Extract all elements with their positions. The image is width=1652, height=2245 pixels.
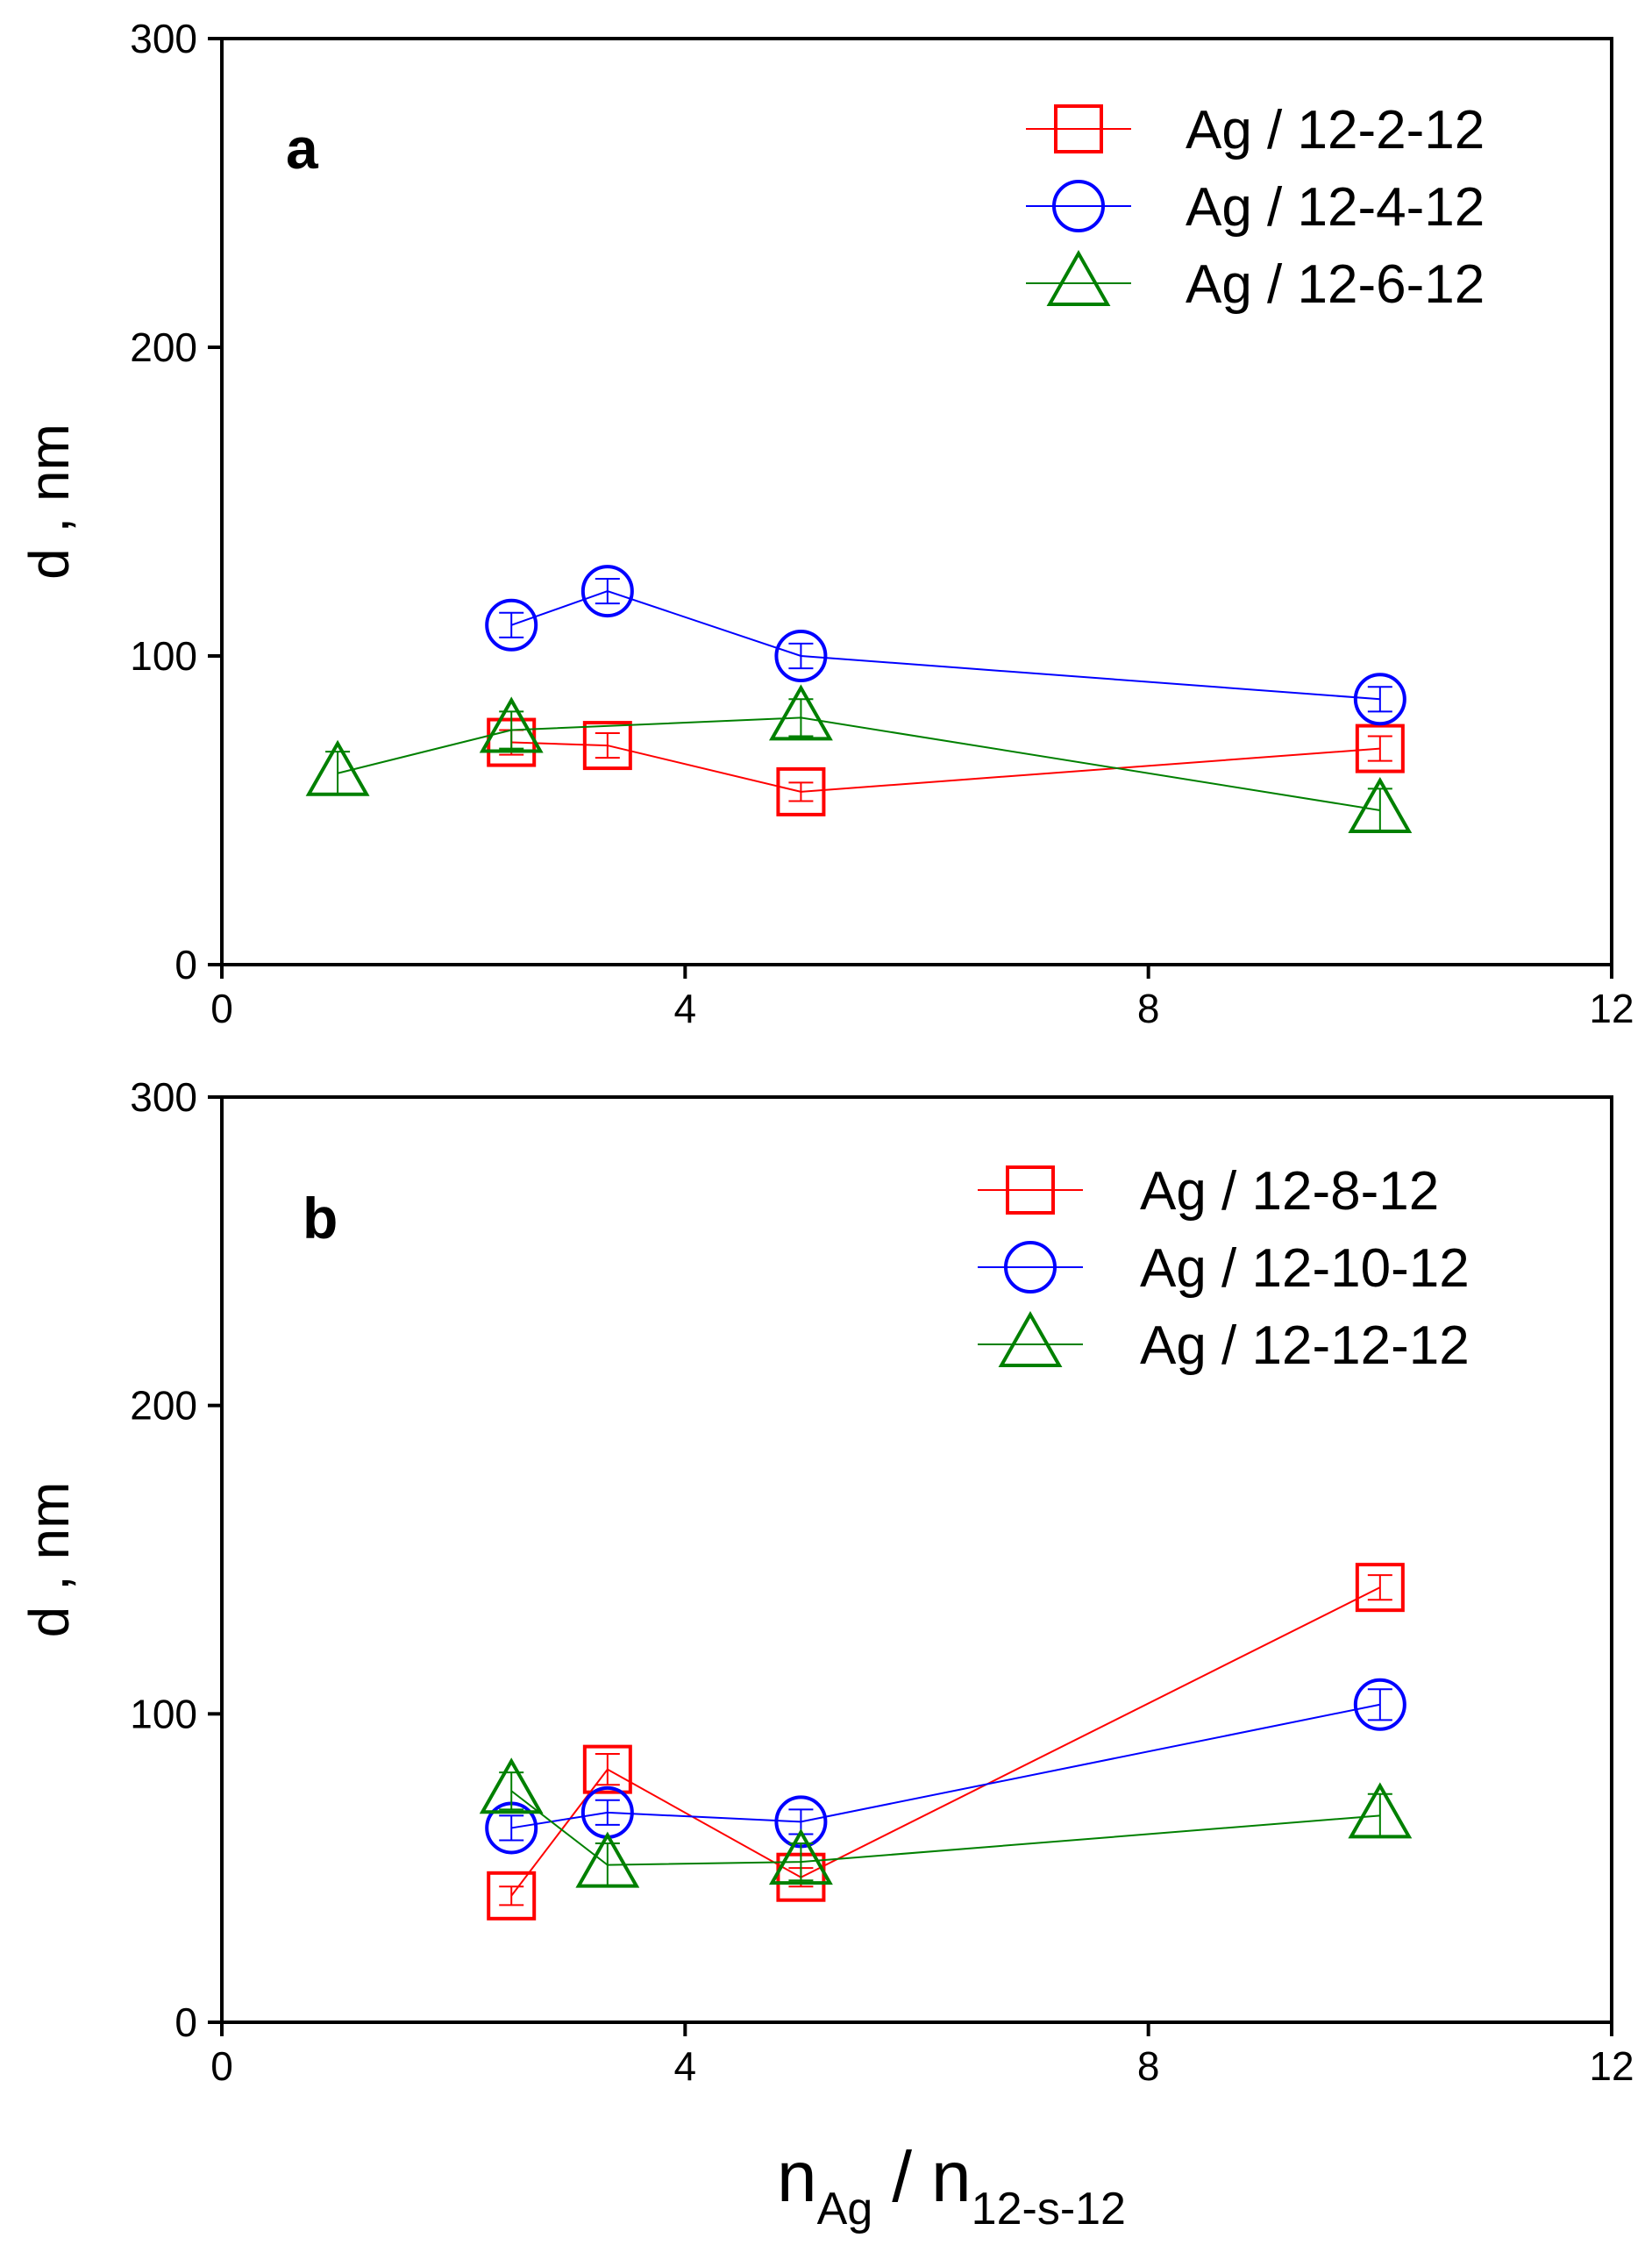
panel-b-legend-entry-1: Ag / 12-10-12 [978, 1238, 1470, 1299]
x-axis-title-n2: n [931, 2137, 972, 2217]
panel-b-legend-label: Ag / 12-12-12 [1140, 1315, 1470, 1376]
panel-a-data-point [768, 684, 833, 741]
panel-b-data-point [479, 1757, 544, 1814]
panel-b-legend-entry-2: Ag / 12-12-12 [978, 1310, 1470, 1376]
panel-a-legend-entry-1: Ag / 12-4-12 [1026, 177, 1485, 238]
panel-a-legend-marker [1046, 249, 1111, 306]
panel-b-xtick-label: 0 [210, 2043, 233, 2089]
panel-a-series-2 [305, 684, 1413, 833]
panel-b-y-axis-title: d , nm [18, 1482, 81, 1638]
panel-b-series-0 [487, 1563, 1405, 1921]
panel-a-data-point [1355, 723, 1405, 773]
panel-a-ytick-label: 100 [130, 633, 197, 679]
panel-b-data-point [768, 1828, 833, 1885]
panel-b-series-2 [479, 1757, 1413, 1888]
panel-a-panel-label: a [286, 116, 319, 181]
panel-b-legend-marker [1006, 1165, 1055, 1215]
panel-a-legend-entry-2: Ag / 12-6-12 [1026, 249, 1485, 315]
panel-a-xtick-label: 8 [1137, 986, 1160, 1031]
panel-b-data-point [575, 1831, 640, 1888]
panel-a-legend-label: Ag / 12-2-12 [1186, 100, 1485, 160]
panel-b-ytick-label: 100 [130, 1691, 197, 1736]
panel-b-xtick-label: 12 [1589, 2043, 1634, 2089]
panel-b-series-line [510, 1790, 1380, 1866]
panel-b-ytick-label: 300 [130, 1074, 197, 1120]
x-axis-title-n1: n [777, 2137, 817, 2217]
panel-a-data-point [305, 739, 370, 796]
panel-a-data-point [582, 721, 632, 771]
panel-a-series-0 [487, 717, 1405, 816]
panel-b: 0 100 200 300 0 4 8 12 d , nm b Ag / 12-8-12 Ag / 1… [18, 1074, 1634, 2089]
x-axis-title-sub-ag: Ag [817, 2184, 873, 2234]
panel-b-data-point [1353, 1678, 1406, 1731]
panel-b-data-point [1348, 1782, 1413, 1839]
panel-b-legend-label: Ag / 12-8-12 [1140, 1161, 1439, 1222]
panel-b-data-point [487, 1871, 537, 1921]
panel-b-legend-label: Ag / 12-10-12 [1140, 1238, 1470, 1299]
panel-a-legend-label: Ag / 12-6-12 [1186, 254, 1485, 315]
panel-a-data-point [485, 598, 538, 652]
panel-a-data-point [479, 696, 544, 753]
panel-a-data-point [1353, 673, 1406, 726]
panel-a-legend-marker [1054, 104, 1103, 153]
panel-a-data-point [580, 565, 634, 618]
panel-a-legend-entry-0: Ag / 12-2-12 [1026, 100, 1485, 160]
panel-a-y-axis-title: d , nm [18, 424, 81, 580]
panel-a-data-point [774, 630, 828, 682]
panel-b-panel-label: b [303, 1186, 338, 1251]
panel-b-data-point [582, 1744, 632, 1794]
panel-b-ytick-label: 200 [130, 1383, 197, 1429]
panel-a: 0 100 200 300 0 4 8 12 d , nm a Ag / 12-2-12 Ag / 1… [18, 16, 1634, 1031]
panel-a-series-line [337, 716, 1380, 811]
panel-a-legend-label: Ag / 12-4-12 [1186, 177, 1485, 238]
panel-b-legend-entry-0: Ag / 12-8-12 [978, 1161, 1439, 1222]
panel-b-xtick-label: 8 [1137, 2043, 1160, 2089]
panel-a-series-1 [485, 565, 1406, 726]
panel-b-ytick-label: 0 [174, 1999, 197, 2045]
panel-b-series-line [510, 1586, 1381, 1897]
panel-a-series-line [511, 741, 1380, 793]
x-axis-title-slash: / [892, 2137, 912, 2217]
panel-b-legend-marker [1004, 1241, 1057, 1294]
x-axis-title: nAg / n12-s-12 [777, 2137, 1126, 2234]
panel-b-plot-frame [220, 1095, 1613, 2024]
panel-a-data-point [776, 766, 826, 816]
panel-a-xtick-label: 0 [210, 986, 233, 1031]
panel-a-ytick-label: 200 [130, 324, 197, 370]
x-axis-title-sub-12s12: 12-s-12 [972, 2184, 1126, 2234]
panel-a-xtick-label: 4 [674, 986, 697, 1031]
panel-a-ytick-label: 0 [174, 942, 197, 987]
panel-b-series-line [511, 1703, 1381, 1829]
panel-a-series-line [510, 590, 1380, 701]
panel-b-legend-marker [998, 1310, 1063, 1367]
panel-b-series-1 [485, 1678, 1406, 1855]
panel-a-plot-frame [220, 37, 1613, 966]
panel-a-xtick-label: 12 [1589, 986, 1634, 1031]
panel-b-data-point [1355, 1563, 1405, 1613]
panel-b-xtick-label: 4 [674, 2043, 697, 2089]
panel-a-legend-marker [1052, 180, 1105, 232]
panel-a-ytick-label: 300 [130, 16, 197, 61]
panel-a-data-point [1348, 776, 1413, 833]
